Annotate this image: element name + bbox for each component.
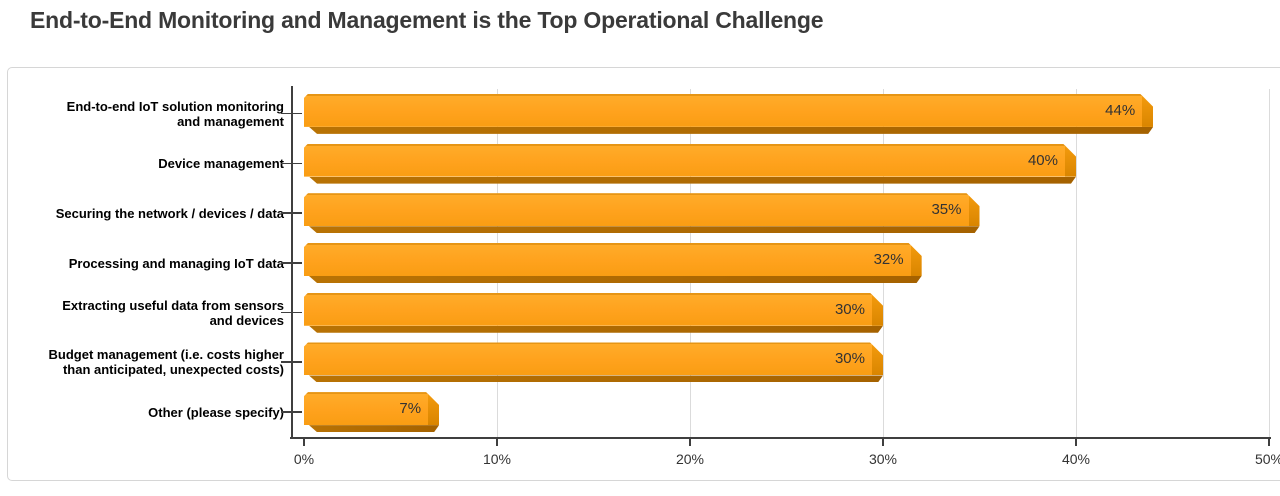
bar-bevel-shadow xyxy=(304,326,883,333)
bar-value-label: 7% xyxy=(399,400,422,418)
bar[interactable]: 44% xyxy=(304,94,1153,134)
y-axis-line xyxy=(291,86,293,439)
bar-bevel-shadow xyxy=(304,425,439,432)
gridline xyxy=(1076,89,1077,437)
bar-value-label: 32% xyxy=(873,251,904,269)
x-axis-tick-label: 30% xyxy=(868,451,898,467)
x-axis-tick-mark xyxy=(882,437,884,446)
bar-row: 30% xyxy=(304,288,1269,338)
bar-bevel-shadow xyxy=(304,375,883,382)
category-label-row: Device management xyxy=(8,139,302,189)
bar-face xyxy=(304,342,883,375)
chart-title: End-to-End Monitoring and Management is … xyxy=(30,7,824,33)
category-label: Device management xyxy=(158,156,284,172)
bar-row: 35% xyxy=(304,188,1269,238)
x-axis-tick-label: 10% xyxy=(482,451,512,467)
plot-area: 44% 40% 35% 32% 30% 30% 7% xyxy=(304,89,1270,437)
bar[interactable]: 7% xyxy=(304,392,439,432)
bar-bevel-shadow xyxy=(304,127,1153,134)
bar[interactable]: 35% xyxy=(304,193,980,233)
bar-row: 32% xyxy=(304,238,1269,288)
bar-value-label: 35% xyxy=(931,201,962,219)
bar-row: 30% xyxy=(304,338,1269,388)
x-axis-tick-label: 0% xyxy=(293,451,315,467)
x-axis-line xyxy=(290,437,1271,439)
x-axis-tick-label: 20% xyxy=(675,451,705,467)
category-label: End-to-end IoT solution monitoring and m… xyxy=(66,98,284,129)
category-label: Budget management (i.e. costs higher tha… xyxy=(48,347,285,378)
bar-face xyxy=(304,392,439,425)
x-axis-tick-mark xyxy=(1268,437,1270,446)
category-label-row: Extracting useful data from sensors and … xyxy=(8,288,302,338)
bar-value-label: 44% xyxy=(1105,101,1136,119)
category-label: Processing and managing IoT data xyxy=(68,255,284,271)
bar-bevel-shadow xyxy=(304,226,980,233)
x-axis-tick-label: 40% xyxy=(1061,451,1091,467)
category-label-row: End-to-end IoT solution monitoring and m… xyxy=(8,89,302,139)
bar[interactable]: 30% xyxy=(304,342,883,382)
bar[interactable]: 40% xyxy=(304,144,1076,184)
category-label: Other (please specify) xyxy=(148,404,284,420)
bar-face xyxy=(304,243,922,276)
chart-panel: End-to-end IoT solution monitoring and m… xyxy=(7,67,1280,481)
bar-rows: 44% 40% 35% 32% 30% 30% 7% xyxy=(304,89,1269,437)
category-label-row: Securing the network / devices / data xyxy=(8,188,302,238)
x-axis-tick-mark xyxy=(496,437,498,446)
bar[interactable]: 32% xyxy=(304,243,922,283)
bar-value-label: 40% xyxy=(1027,151,1058,169)
bar-bevel-shadow xyxy=(304,177,1076,184)
category-label-row: Processing and managing IoT data xyxy=(8,238,302,288)
gridline xyxy=(1269,89,1270,437)
category-label-row: Other (please specify) xyxy=(8,387,302,437)
category-label: Securing the network / devices / data xyxy=(55,205,284,221)
bar[interactable]: 30% xyxy=(304,293,883,333)
category-label-row: Budget management (i.e. costs higher tha… xyxy=(8,338,302,388)
category-label: Extracting useful data from sensors and … xyxy=(62,297,284,328)
category-axis-labels: End-to-end IoT solution monitoring and m… xyxy=(8,89,302,437)
bar-face xyxy=(304,193,980,226)
bar-row: 7% xyxy=(304,387,1269,437)
x-axis-tick-mark xyxy=(689,437,691,446)
bar-row: 44% xyxy=(304,89,1269,139)
x-axis-tick-mark xyxy=(303,437,305,446)
bar-bevel-shadow xyxy=(304,276,922,283)
x-axis-tick-label: 50% xyxy=(1254,451,1280,467)
bar-face xyxy=(304,293,883,326)
bar-value-label: 30% xyxy=(834,300,865,318)
bar-value-label: 30% xyxy=(834,350,865,368)
bar-face xyxy=(304,94,1153,127)
bar-row: 40% xyxy=(304,139,1269,189)
x-axis-tick-mark xyxy=(1075,437,1077,446)
bar-face xyxy=(304,144,1076,177)
x-axis-ticks: 0% 10% 20% 30% 40% 50% xyxy=(294,437,1280,481)
